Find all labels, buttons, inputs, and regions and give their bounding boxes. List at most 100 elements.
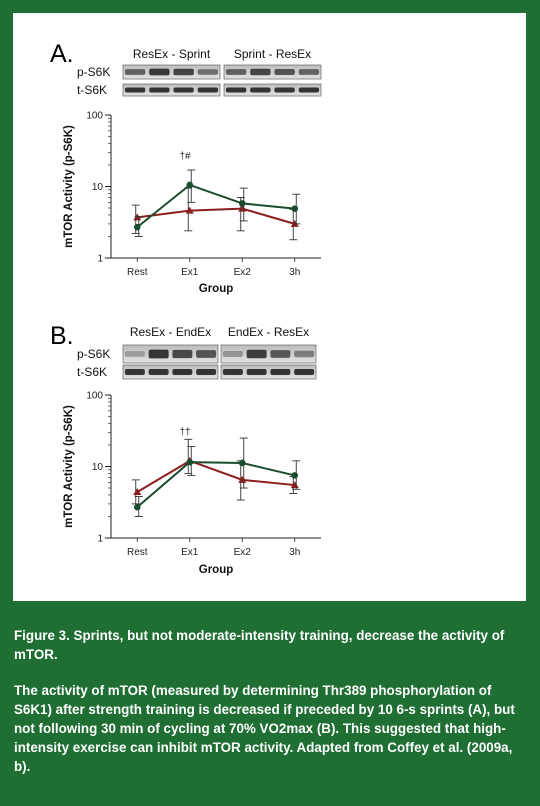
figure-caption: Figure 3. Sprints, but not moderate-inte… xyxy=(14,626,526,793)
y-tick-label: 1 xyxy=(97,534,103,545)
series-line xyxy=(136,461,295,508)
data-point-circle xyxy=(291,472,299,479)
data-point-triangle xyxy=(185,206,194,214)
blot-group-label: ResEx - EndEx xyxy=(130,325,211,339)
panel-label: B. xyxy=(50,322,74,350)
data-point-triangle xyxy=(238,475,247,483)
blot-strip-t xyxy=(223,83,322,97)
blot-band-t xyxy=(270,369,291,375)
blot-band-t xyxy=(172,369,193,375)
blot-strip-t xyxy=(220,364,317,380)
data-point-circle xyxy=(133,503,141,511)
y-tick-label: 10 xyxy=(92,182,104,193)
blot-band-t xyxy=(197,87,219,93)
blot-band-p xyxy=(274,68,295,76)
chart-a: A. ResEx - Sprint Sprint - ResEx p-S6K t-S6K… xyxy=(50,40,322,295)
blot-band-p xyxy=(124,69,146,75)
significance-annotation: †† xyxy=(179,427,190,438)
blot-band-p xyxy=(124,351,145,357)
x-axis-title: Group xyxy=(199,283,234,295)
series-line xyxy=(136,183,295,228)
x-tick-label: Rest xyxy=(127,547,148,558)
blot-band-p xyxy=(149,68,170,76)
x-tick-label: 3h xyxy=(289,267,300,278)
data-point-circle xyxy=(133,223,141,231)
blot-group-label: Sprint - ResEx xyxy=(234,47,311,61)
blot-band-t xyxy=(250,87,271,93)
y-tick-label: 100 xyxy=(86,391,103,402)
blot-band-p xyxy=(173,68,194,76)
data-point-circle xyxy=(291,205,299,212)
blot-band-p xyxy=(250,68,271,76)
blot-band-t xyxy=(294,369,315,375)
blot-row-label: p-S6K xyxy=(77,347,110,361)
blot-strip-p xyxy=(122,64,221,80)
series-triangle xyxy=(131,438,299,505)
data-point-circle xyxy=(238,200,246,207)
x-tick-label: Ex1 xyxy=(181,267,199,278)
blot-band-p xyxy=(270,350,291,358)
data-point-triangle xyxy=(238,204,247,212)
y-axis-title: mTOR Activity (p-S6K) xyxy=(63,405,75,528)
blot-band-t xyxy=(222,369,243,375)
blot-group-label: EndEx - ResEx xyxy=(228,325,309,339)
series-triangle xyxy=(131,187,299,241)
series-circle xyxy=(133,169,301,237)
x-axis-title: Group xyxy=(199,564,234,576)
blot-band-t xyxy=(225,87,247,93)
figure-svg: A. ResEx - Sprint Sprint - ResEx p-S6K t-S6K… xyxy=(50,40,322,576)
y-axis-title: mTOR Activity (p-S6K) xyxy=(63,125,75,248)
western-blot: ResEx - Sprint Sprint - ResEx p-S6K t-S6K xyxy=(77,47,322,97)
blot-band-p xyxy=(197,69,219,75)
series-circle xyxy=(133,437,301,517)
blot-band-t xyxy=(149,87,170,93)
caption-body: The activity of mTOR (measured by determ… xyxy=(14,683,515,774)
x-tick-label: Ex2 xyxy=(234,267,252,278)
blot-band-p xyxy=(172,349,193,359)
blot-band-p xyxy=(246,349,267,359)
axes: 1 10 100 Rest Ex1 Ex2 3h Group mTOR Activity (p-… xyxy=(63,111,321,295)
blot-band-t xyxy=(124,87,146,93)
blot-band-p xyxy=(294,350,315,358)
data-point-circle xyxy=(238,459,246,467)
data-point-circle xyxy=(186,181,194,189)
series-line xyxy=(137,207,296,225)
data-point-triangle xyxy=(290,219,299,227)
blot-band-t xyxy=(124,369,145,375)
significance-annotation: †# xyxy=(179,151,191,162)
chart-b: B. ResEx - EndEx EndEx - ResExp-S6Kt-S6K11… xyxy=(50,322,321,576)
blot-band-t xyxy=(298,87,320,93)
western-blot: ResEx - EndEx EndEx - ResEx p-S6K t-S6K xyxy=(77,325,317,380)
x-tick-label: Rest xyxy=(127,267,148,278)
blot-band-t xyxy=(246,369,267,375)
data-point-triangle xyxy=(133,487,142,495)
data-point-circle xyxy=(186,458,194,466)
blot-strip-p xyxy=(223,64,322,80)
blot-row-label: p-S6K xyxy=(77,65,110,79)
x-tick-label: 3h xyxy=(289,547,300,558)
x-tick-label: Ex1 xyxy=(181,547,199,558)
blot-strip-p xyxy=(122,344,219,364)
blot-band-t xyxy=(274,87,295,93)
blot-band-p xyxy=(225,69,247,75)
data-point-triangle xyxy=(290,481,299,489)
figure-panel: A. ResEx - Sprint Sprint - ResEx p-S6K t-S6K… xyxy=(13,13,526,601)
blot-row-label: t-S6K xyxy=(77,365,107,379)
x-tick-label: Ex2 xyxy=(234,547,252,558)
blot-row-label: t-S6K xyxy=(77,83,107,97)
blot-band-t xyxy=(148,369,169,375)
y-tick-label: 10 xyxy=(92,462,104,473)
blot-band-t xyxy=(196,369,217,375)
panel-label: A. xyxy=(50,40,74,68)
blot-group-label: ResEx - Sprint xyxy=(133,47,211,61)
blot-band-p xyxy=(148,349,169,359)
series-line xyxy=(136,459,295,493)
y-tick-label: 1 xyxy=(97,254,103,265)
blot-strip-t xyxy=(122,364,219,380)
y-tick-label: 100 xyxy=(86,111,103,122)
blot-strip-p xyxy=(220,344,317,364)
caption-title: Figure 3. Sprints, but not moderate-inte… xyxy=(14,628,505,662)
blot-band-t xyxy=(173,87,194,93)
blot-band-p xyxy=(298,69,320,75)
axes: 1 10 100 Rest Ex1 Ex2 3h Group mTOR Activity (p-… xyxy=(63,391,321,576)
